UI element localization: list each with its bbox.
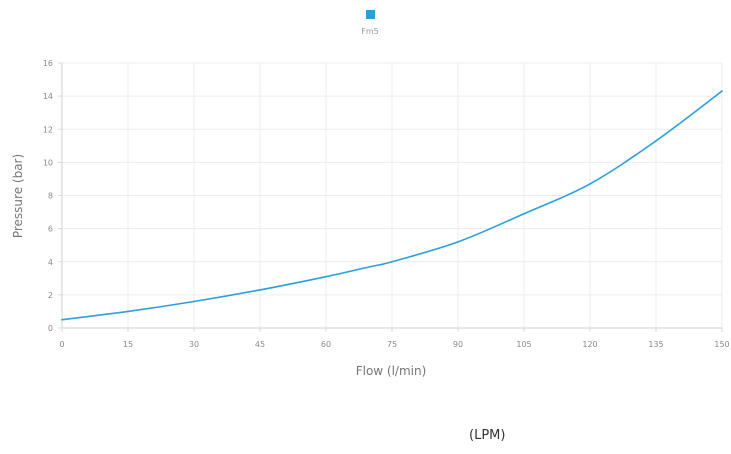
x-tick-label-150: 150 [714, 340, 729, 349]
y-tick-label-16: 16 [43, 59, 53, 68]
axes [58, 63, 722, 332]
data-point-fm5-8 [523, 213, 525, 215]
legend[interactable]: Fm5 [361, 10, 378, 36]
data-point-fm5-3 [259, 289, 261, 291]
data-point-fm5-10 [655, 140, 657, 142]
data-point-fm5-2 [193, 301, 195, 303]
unit-note: (LPM) [469, 428, 505, 443]
data-point-fm5-6 [391, 261, 393, 263]
y-tick-label-8: 8 [48, 192, 53, 201]
y-tick-label-0: 0 [48, 324, 53, 333]
x-tick-label-45: 45 [255, 340, 265, 349]
data-point-fm5-4 [325, 276, 327, 278]
x-tick-label-90: 90 [453, 340, 463, 349]
x-tick-label-15: 15 [123, 340, 133, 349]
data-point-fm5-5 [369, 266, 371, 268]
data-point-fm5-0 [61, 319, 63, 321]
data-point-fm5-1 [127, 311, 129, 313]
y-tick-label-10: 10 [43, 158, 53, 167]
y-tick-label-2: 2 [48, 291, 53, 300]
grid-lines [62, 63, 722, 328]
x-tick-label-105: 105 [516, 340, 531, 349]
x-tick-label-120: 120 [582, 340, 597, 349]
y-axis-title: Pressure (bar) [11, 154, 25, 238]
y-tick-label-4: 4 [48, 258, 53, 267]
x-tick-label-30: 30 [189, 340, 199, 349]
legend-label-fm5[interactable]: Fm5 [361, 27, 378, 36]
data-point-fm5-9 [589, 183, 591, 185]
y-tick-label-6: 6 [48, 225, 53, 234]
y-tick-label-12: 12 [43, 125, 53, 134]
y-tick-label-14: 14 [43, 92, 53, 101]
data-point-fm5-11 [721, 90, 723, 92]
x-tick-label-75: 75 [387, 340, 397, 349]
x-tick-label-0: 0 [59, 340, 64, 349]
tick-labels: 0 2 4 6 8 10 12 14 16 0 15 30 45 60 75 90 105 120 135 150 [43, 59, 730, 349]
x-axis-title: Flow (l/min) [356, 364, 427, 378]
x-tick-label-135: 135 [648, 340, 663, 349]
data-point-fm5-7 [457, 241, 459, 243]
legend-swatch-fm5[interactable] [366, 10, 375, 19]
x-tick-label-60: 60 [321, 340, 331, 349]
